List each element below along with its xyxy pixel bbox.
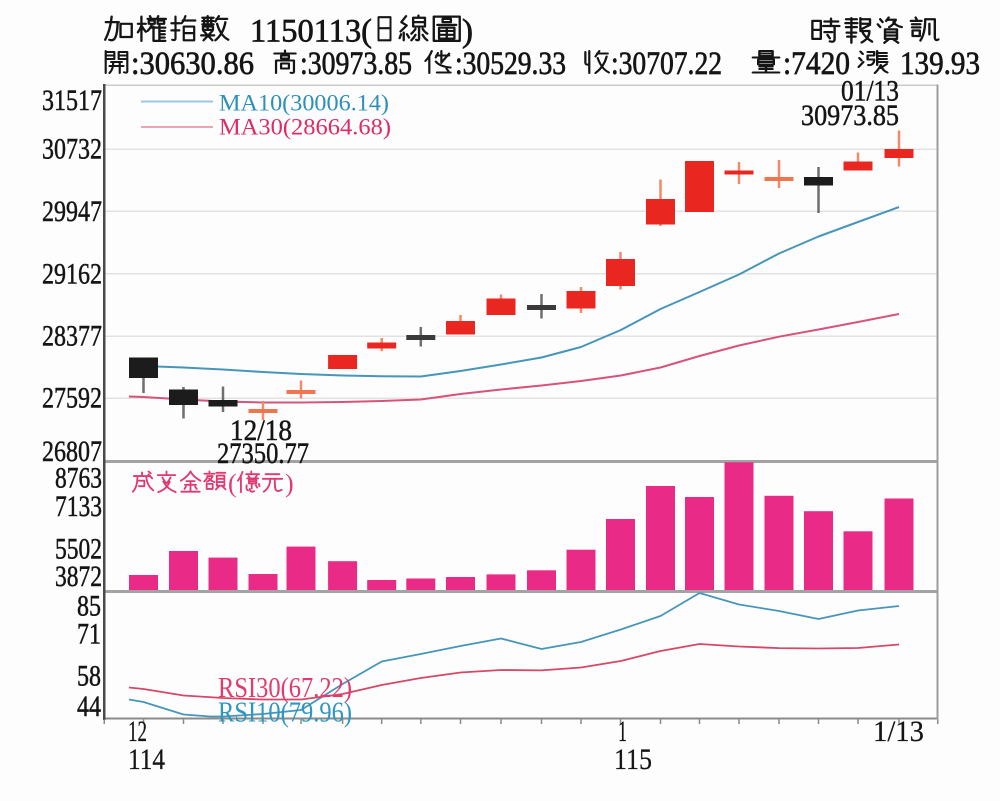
svg-text::30973.85: :30973.85 [300, 46, 412, 82]
svg-text:29947: 29947 [42, 195, 102, 228]
svg-text:44: 44 [77, 690, 101, 723]
svg-text:28377: 28377 [42, 320, 102, 353]
svg-text:RSI30(67.22): RSI30(67.22) [218, 672, 352, 704]
svg-text:12: 12 [128, 715, 147, 748]
svg-text:1: 1 [618, 715, 627, 748]
svg-text:8763: 8763 [55, 462, 102, 495]
svg-text:5502: 5502 [55, 533, 102, 566]
svg-text:115: 115 [614, 743, 652, 776]
svg-text:12/18: 12/18 [230, 414, 292, 447]
svg-text:): ) [285, 469, 294, 498]
svg-text:114: 114 [128, 743, 165, 776]
svg-text:RSI10(79.96): RSI10(79.96) [218, 698, 352, 729]
svg-text::30707.22: :30707.22 [611, 46, 722, 82]
svg-text:27350.77: 27350.77 [217, 437, 309, 470]
svg-text::7420: :7420 [783, 46, 850, 82]
svg-text::30529.33: :30529.33 [455, 46, 566, 82]
svg-text:3872: 3872 [55, 560, 102, 593]
svg-text:139.93: 139.93 [900, 46, 980, 82]
svg-text:7133: 7133 [55, 490, 102, 523]
svg-text:1/13: 1/13 [873, 715, 924, 748]
svg-text:MA10(30006.14): MA10(30006.14) [219, 91, 389, 116]
svg-text:30973.85: 30973.85 [801, 99, 899, 132]
svg-text:31517: 31517 [42, 84, 102, 117]
svg-text:26807: 26807 [42, 435, 102, 468]
svg-text:): ) [462, 14, 473, 50]
svg-text::30630.86: :30630.86 [131, 46, 254, 82]
svg-text:29162: 29162 [42, 258, 102, 291]
svg-text:85: 85 [77, 590, 101, 623]
svg-text:71: 71 [77, 618, 101, 651]
svg-text:(: ( [228, 469, 237, 498]
svg-text:1150113(: 1150113( [250, 14, 372, 50]
svg-text:27592: 27592 [42, 382, 102, 415]
svg-text:30732: 30732 [42, 133, 102, 166]
svg-text:58: 58 [77, 660, 101, 693]
svg-text:01/13: 01/13 [841, 75, 899, 108]
svg-text:MA30(28664.68): MA30(28664.68) [219, 115, 391, 140]
